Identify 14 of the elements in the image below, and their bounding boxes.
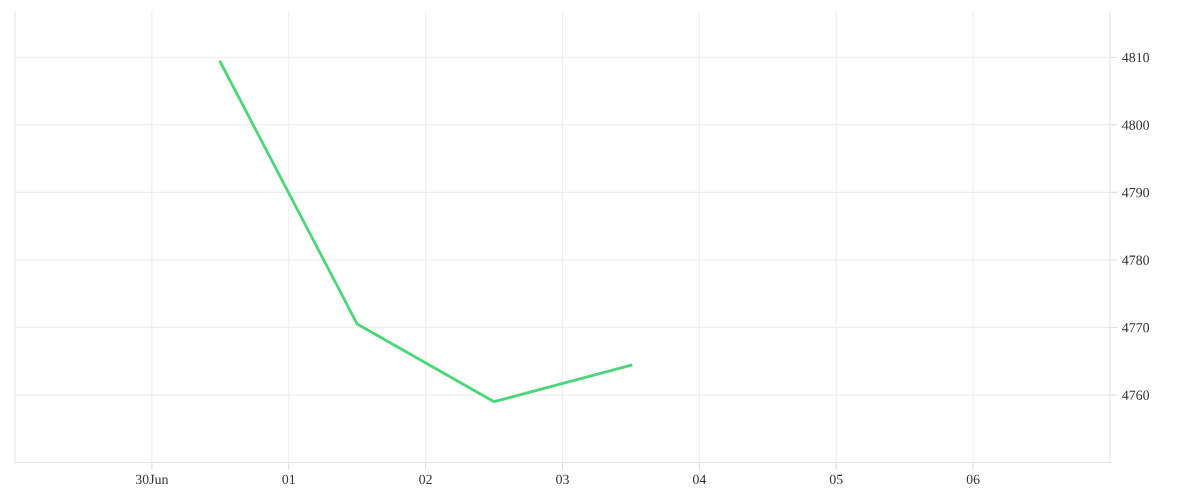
y-tick-label: 4780	[1122, 255, 1150, 265]
line-series	[218, 60, 633, 404]
y-tick-label: 4810	[1122, 52, 1150, 63]
y-tick-label: 4800	[1122, 120, 1150, 130]
x-tick-label: 05	[829, 474, 843, 485]
x-tick-label: 02	[419, 474, 432, 485]
y-tick-label: 4790	[1122, 187, 1150, 198]
x-tick-label: 01	[282, 474, 295, 485]
y-tick-label: 4760	[1122, 390, 1150, 400]
x-tick-label: 30Jun	[135, 474, 169, 485]
x-tick-label: 04	[692, 474, 707, 485]
y-tick-label: 4770	[1122, 323, 1150, 333]
x-tick-label: 03	[556, 474, 569, 485]
x-tick-label: 06	[966, 474, 980, 485]
